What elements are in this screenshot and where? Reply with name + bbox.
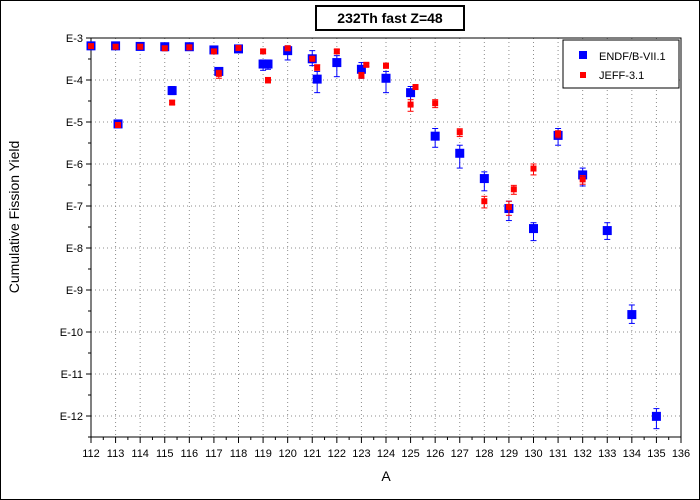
data-point bbox=[529, 224, 538, 234]
chart-title: 232Th fast Z=48 bbox=[315, 5, 465, 31]
legend-marker-jeff bbox=[580, 72, 586, 78]
x-tick-label: 112 bbox=[82, 448, 100, 460]
data-point bbox=[210, 48, 217, 55]
data-point bbox=[356, 64, 366, 74]
x-tick-label: 130 bbox=[524, 448, 542, 460]
y-tick-label: E-12 bbox=[60, 411, 83, 423]
x-tick-label: 116 bbox=[181, 448, 199, 460]
data-point bbox=[161, 45, 168, 52]
data-point bbox=[651, 411, 661, 421]
x-tick-label: 117 bbox=[205, 448, 223, 460]
data-point bbox=[284, 45, 291, 52]
data-point bbox=[627, 310, 637, 320]
x-tick-label: 121 bbox=[303, 448, 321, 460]
legend: ENDF/B-VII.1 JEFF-3.1 bbox=[562, 39, 680, 89]
data-point bbox=[555, 130, 562, 137]
data-point bbox=[137, 43, 144, 50]
data-point bbox=[309, 55, 316, 62]
data-point bbox=[186, 44, 193, 51]
y-tick-label: E-7 bbox=[66, 201, 83, 213]
data-point bbox=[167, 86, 177, 96]
data-point bbox=[579, 176, 586, 183]
data-point bbox=[169, 99, 176, 106]
data-point bbox=[430, 131, 440, 141]
x-tick-label: 124 bbox=[377, 448, 395, 460]
data-point bbox=[312, 74, 322, 84]
x-tick-label: 119 bbox=[254, 448, 272, 460]
x-tick-label: 128 bbox=[475, 448, 493, 460]
data-point bbox=[479, 174, 489, 184]
x-tick-label: 125 bbox=[401, 448, 419, 460]
legend-box bbox=[562, 39, 680, 89]
x-tick-label: 127 bbox=[451, 448, 469, 460]
y-tick-label: E-3 bbox=[66, 33, 83, 45]
x-tick-label: 133 bbox=[598, 448, 616, 460]
data-point bbox=[363, 61, 370, 68]
data-point bbox=[332, 58, 342, 68]
data-point bbox=[412, 84, 419, 91]
data-point bbox=[432, 100, 439, 107]
data-point bbox=[383, 62, 389, 69]
data-point bbox=[578, 170, 588, 180]
data-point bbox=[407, 101, 414, 108]
x-axis-title: A bbox=[381, 468, 391, 484]
data-point bbox=[112, 43, 119, 50]
x-tick-label: 132 bbox=[573, 448, 591, 460]
data-point bbox=[381, 73, 391, 83]
plot-area bbox=[90, 37, 682, 438]
data-point bbox=[215, 70, 222, 77]
x-tick-label: 120 bbox=[278, 448, 296, 460]
legend-label-endf: ENDF/B-VII.1 bbox=[599, 51, 666, 63]
data-point bbox=[602, 226, 612, 236]
y-tick-label: E-6 bbox=[66, 159, 83, 171]
x-tick-label: 134 bbox=[623, 448, 641, 460]
y-axis-title: Cumulative Fission Yield bbox=[6, 141, 22, 294]
x-tick-label: 123 bbox=[352, 448, 370, 460]
data-point bbox=[263, 59, 273, 69]
series-0 bbox=[86, 41, 661, 430]
x-tick-label: 136 bbox=[672, 448, 690, 460]
data-point bbox=[455, 148, 465, 158]
legend-label-jeff: JEFF-3.1 bbox=[599, 70, 644, 82]
data-point bbox=[88, 43, 94, 50]
x-tick-label: 122 bbox=[328, 448, 346, 460]
y-tick-label: E-11 bbox=[61, 369, 83, 381]
x-tick-label: 126 bbox=[426, 448, 444, 460]
legend-marker-endf bbox=[579, 51, 587, 59]
y-tick-label: E-4 bbox=[66, 75, 83, 87]
data-point bbox=[510, 186, 517, 193]
data-point bbox=[456, 129, 463, 136]
series-1 bbox=[88, 43, 586, 216]
x-tick-label: 114 bbox=[131, 448, 149, 460]
data-point bbox=[358, 72, 365, 79]
y-tick-label: E-9 bbox=[66, 285, 83, 297]
data-point bbox=[314, 64, 321, 71]
x-tick-label: 135 bbox=[647, 448, 665, 460]
x-tick-label: 129 bbox=[500, 448, 518, 460]
data-point bbox=[333, 48, 340, 55]
data-point bbox=[406, 88, 416, 98]
x-tick-label: 118 bbox=[230, 448, 248, 460]
x-tick-label: 113 bbox=[107, 448, 125, 460]
data-point bbox=[260, 48, 267, 55]
y-tick-label: E-5 bbox=[66, 117, 83, 129]
data-point bbox=[265, 77, 271, 83]
y-tick-label: E-10 bbox=[60, 327, 83, 339]
x-tick-label: 131 bbox=[549, 448, 567, 460]
data-point bbox=[115, 121, 122, 128]
data-point bbox=[258, 59, 268, 69]
y-tick-label: E-8 bbox=[66, 243, 83, 255]
data-point bbox=[481, 198, 488, 205]
data-point bbox=[505, 203, 512, 210]
x-tick-label: 115 bbox=[156, 448, 174, 460]
data-point bbox=[235, 44, 242, 51]
data-point bbox=[530, 165, 537, 172]
